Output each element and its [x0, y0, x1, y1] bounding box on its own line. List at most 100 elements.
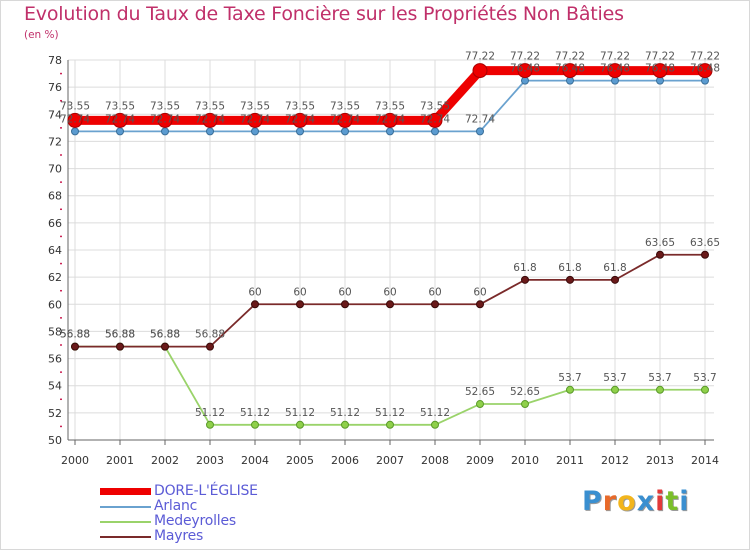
- data-label-medeyrolles: 53.7: [603, 372, 626, 384]
- chart-subtitle: (en %): [24, 29, 59, 41]
- legend-swatch-mayres: [100, 536, 151, 538]
- data-label-arlanc: 72.74: [465, 113, 495, 125]
- data-label-medeyrolles: 52.65: [510, 386, 540, 398]
- x-tick-label: 2001: [106, 454, 134, 467]
- data-label-mayres: 60: [293, 286, 306, 298]
- data-label-dore: 77.22: [555, 51, 585, 63]
- data-point-arlanc: [701, 76, 709, 85]
- data-label-dore: 77.22: [690, 51, 720, 63]
- data-point-dore: [292, 112, 308, 128]
- data-label-medeyrolles: 53.7: [693, 372, 716, 384]
- data-label-dore: 77.22: [465, 51, 495, 63]
- data-point-mayres: [341, 300, 349, 309]
- legend-label-dore: DORE-L'ÉGLISE: [154, 483, 258, 499]
- data-point-mayres: [611, 275, 619, 284]
- data-point-medeyrolles: [611, 385, 619, 394]
- data-label-medeyrolles: 53.7: [558, 372, 581, 384]
- data-label-mayres: 56.88: [60, 329, 90, 341]
- legend-swatch-medeyrolles: [100, 521, 151, 523]
- legend-swatch-arlanc: [100, 506, 151, 508]
- legend-label-arlanc: Arlanc: [154, 498, 198, 514]
- data-label-dore: 77.22: [510, 51, 540, 63]
- y-tick-label: 74: [48, 108, 62, 121]
- data-point-medeyrolles: [566, 385, 574, 394]
- data-label-mayres: 56.88: [195, 329, 225, 341]
- data-point-medeyrolles: [206, 420, 214, 429]
- chart-title: Evolution du Taux de Taxe Foncière sur l…: [24, 3, 624, 25]
- data-point-mayres: [701, 250, 709, 259]
- data-point-mayres: [431, 300, 439, 309]
- logo-letter: t: [665, 486, 680, 517]
- data-point-arlanc: [296, 127, 304, 136]
- logo-letter: r: [602, 486, 618, 517]
- x-tick-label: 2004: [241, 454, 269, 467]
- legend-label-mayres: Mayres: [154, 528, 204, 544]
- data-label-arlanc: 76.48: [555, 63, 585, 75]
- x-tick-label: 2013: [646, 454, 674, 467]
- data-point-arlanc: [206, 127, 214, 136]
- data-label-dore: 73.55: [240, 100, 270, 112]
- data-label-medeyrolles: 56.88: [60, 329, 90, 341]
- data-point-arlanc: [386, 127, 394, 136]
- y-tick-label: 54: [48, 380, 62, 393]
- data-point-dore: [337, 112, 353, 128]
- data-label-mayres: 56.88: [150, 329, 180, 341]
- logo-letter: i: [679, 486, 690, 517]
- data-label-medeyrolles: 51.12: [285, 407, 315, 419]
- logo-letter: P: [582, 486, 603, 517]
- data-label-medeyrolles: 53.7: [648, 372, 671, 384]
- data-point-dore: [112, 112, 128, 128]
- y-tick-label: 60: [48, 298, 62, 311]
- data-label-mayres: 60: [248, 286, 261, 298]
- data-point-dore: [247, 112, 263, 128]
- x-tick-label: 2012: [601, 454, 629, 467]
- data-point-dore: [607, 63, 623, 79]
- y-tick-label: 50: [48, 434, 62, 447]
- data-label-mayres: 61.8: [513, 262, 536, 274]
- data-point-arlanc: [251, 127, 259, 136]
- x-tick-label: 2002: [151, 454, 179, 467]
- x-tick-label: 2010: [511, 454, 539, 467]
- data-point-arlanc: [611, 76, 619, 85]
- x-tick-label: 2000: [61, 454, 89, 467]
- x-tick-label: 2014: [691, 454, 719, 467]
- data-label-mayres: 61.8: [603, 262, 626, 274]
- x-tick-label: 2003: [196, 454, 224, 467]
- data-label-medeyrolles: 51.12: [420, 407, 450, 419]
- data-label-medeyrolles: 51.12: [195, 407, 225, 419]
- logo-letter: o: [617, 486, 637, 517]
- data-point-dore: [427, 112, 443, 128]
- logo-letter: x: [636, 486, 656, 517]
- data-point-dore: [652, 63, 668, 79]
- legend-swatch-dore: [100, 488, 151, 495]
- legend-label-medeyrolles: Medeyrolles: [154, 513, 236, 529]
- data-point-medeyrolles: [656, 385, 664, 394]
- data-label-dore: 73.55: [285, 100, 315, 112]
- data-label-dore: 73.55: [150, 100, 180, 112]
- data-point-arlanc: [341, 127, 349, 136]
- data-label-mayres: 56.88: [105, 329, 135, 341]
- data-label-arlanc: 76.48: [510, 63, 540, 75]
- data-label-medeyrolles: 52.65: [465, 386, 495, 398]
- logo-letter: i: [655, 486, 666, 517]
- data-label-medeyrolles: 51.12: [330, 407, 360, 419]
- data-label-mayres: 60: [473, 286, 486, 298]
- y-tick-label: 68: [48, 190, 62, 203]
- data-label-medeyrolles: 56.88: [105, 329, 135, 341]
- data-point-medeyrolles: [251, 420, 259, 429]
- x-tick-label: 2006: [331, 454, 359, 467]
- data-point-dore: [67, 112, 83, 128]
- data-point-arlanc: [71, 127, 79, 136]
- data-label-dore: 73.55: [195, 100, 225, 112]
- data-point-mayres: [71, 342, 79, 351]
- data-label-arlanc: 76.48: [600, 63, 630, 75]
- data-point-dore: [202, 112, 218, 128]
- data-label-dore: 73.55: [60, 100, 90, 112]
- data-point-dore: [157, 112, 173, 128]
- data-point-mayres: [656, 250, 664, 259]
- data-point-arlanc: [431, 127, 439, 136]
- data-label-dore: 77.22: [645, 51, 675, 63]
- data-point-mayres: [521, 275, 529, 284]
- data-label-arlanc: 72.74: [60, 113, 90, 125]
- data-point-medeyrolles: [386, 420, 394, 429]
